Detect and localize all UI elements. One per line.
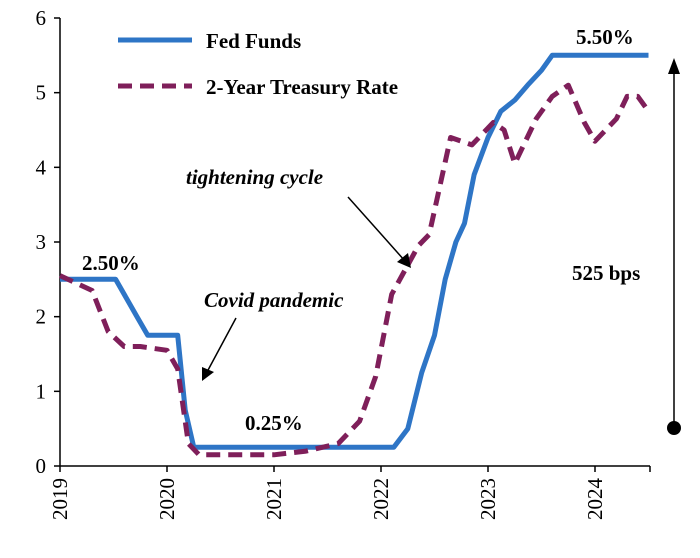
x-tick-label: 2019 [48, 478, 72, 520]
annotation-covid: Covid pandemic [204, 288, 344, 312]
x-axis-ticks: 2019 2020 2021 2022 2023 2024 [48, 466, 651, 521]
annotation-tightening: tightening cycle [186, 165, 323, 189]
annotations: 2.50% 5.50% 0.25% Covid pandemic tighten… [82, 25, 681, 435]
bps-arrowhead [668, 58, 680, 74]
x-tick-label: 2024 [583, 478, 607, 521]
legend: Fed Funds 2-Year Treasury Rate [118, 29, 398, 99]
x-tick-label: 2020 [155, 478, 179, 520]
y-tick-label: 6 [36, 6, 47, 30]
series-layer [58, 52, 651, 458]
legend-label-fed-funds: Fed Funds [206, 29, 301, 53]
bps-arrow-base-dot [667, 421, 681, 435]
y-tick-label: 2 [36, 305, 47, 329]
covid-arrow [206, 317, 237, 373]
tightening-arrowhead [397, 253, 411, 268]
x-tick-label: 2021 [262, 478, 286, 520]
y-axis-ticks: 0 1 2 3 4 5 6 [36, 6, 60, 478]
annotation-fed-start: 2.50% [82, 251, 140, 275]
y-tick-label: 3 [36, 230, 47, 254]
annotation-525-bps: 525 bps [572, 261, 640, 285]
y-tick-label: 1 [36, 379, 47, 403]
covid-arrowhead [202, 367, 214, 381]
legend-label-2yr: 2-Year Treasury Rate [206, 75, 398, 99]
annotation-fed-end: 5.50% [576, 25, 634, 49]
series-line-2yr-treasury [58, 82, 651, 458]
x-tick-label: 2022 [369, 478, 393, 520]
y-tick-label: 0 [36, 454, 47, 478]
series-line-fed-funds [60, 52, 649, 450]
y-tick-label: 4 [36, 155, 47, 179]
y-tick-label: 5 [36, 81, 47, 105]
annotation-fed-low: 0.25% [245, 411, 303, 435]
tightening-arrow [347, 196, 406, 262]
x-tick-label: 2023 [476, 478, 500, 520]
